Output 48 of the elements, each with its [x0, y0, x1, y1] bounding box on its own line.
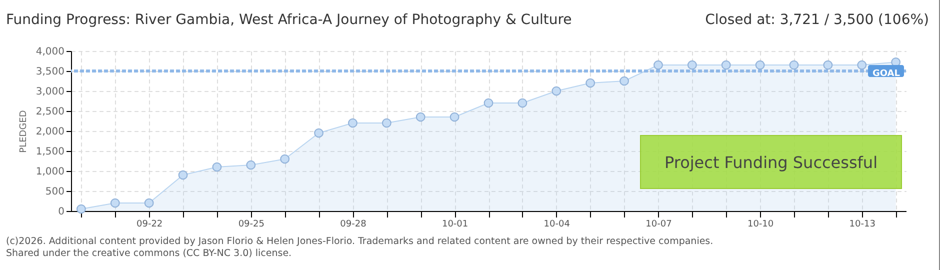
point — [721, 60, 731, 70]
point — [382, 118, 392, 128]
point — [280, 154, 290, 164]
point — [246, 160, 256, 170]
point — [654, 60, 663, 70]
point — [314, 128, 324, 138]
x-tick-label: 10-10 — [747, 220, 774, 230]
point — [857, 60, 867, 70]
x-tick-label: 09-22 — [136, 220, 163, 230]
y-axis-title: PLEDGED — [18, 110, 29, 153]
y-tick-label: 3,000 — [36, 86, 64, 98]
success-banner: Project Funding Successful — [640, 135, 902, 189]
y-tick-label: 2,000 — [36, 126, 64, 138]
point — [586, 78, 596, 88]
point — [450, 112, 460, 122]
text: Closed at: 3,721 / 3,500 (106%) — [705, 12, 929, 28]
y-tick-label: 0 — [58, 206, 64, 218]
y-tick-label: 1,000 — [36, 166, 64, 178]
point — [76, 204, 86, 214]
y-tick-label: 2,500 — [36, 106, 64, 118]
chart-title: Funding Progress: River Gambia, West Africa-A Journey of Photography & Culture — [6, 12, 572, 28]
ref-line-label: GOAL — [872, 69, 900, 79]
point — [687, 60, 697, 70]
x-tick-label: 10-04 — [544, 220, 570, 230]
y-tick-label: 1,500 — [36, 146, 64, 158]
point — [755, 60, 765, 70]
point — [484, 98, 494, 108]
text: (c)2026. Additional content provided by Jason Florio & Helen Jones-Florio. Trademarks and related content are owned by their respective companies. — [6, 236, 714, 248]
x-tick-label: 09-28 — [340, 220, 367, 230]
y-tick-label: 3,500 — [36, 66, 64, 78]
point — [110, 198, 120, 208]
x-tick-label: 10-01 — [442, 220, 468, 230]
x-tick-label: 09-25 — [238, 220, 264, 230]
x-tick-label: 10-13 — [849, 220, 876, 230]
point — [620, 76, 629, 86]
point — [789, 60, 799, 70]
point — [823, 60, 833, 70]
point — [518, 98, 528, 108]
y-tick-label: 4,000 — [36, 46, 64, 58]
point — [144, 198, 154, 208]
point — [348, 118, 358, 128]
x-tick-label: 10-07 — [646, 220, 672, 230]
point — [416, 112, 426, 122]
point — [212, 162, 222, 172]
point — [178, 170, 188, 180]
y-tick-label: 500 — [45, 186, 64, 198]
point — [552, 86, 562, 96]
text: Shared under the creative commons (CC BY-NC 3.0) license. — [6, 248, 293, 260]
